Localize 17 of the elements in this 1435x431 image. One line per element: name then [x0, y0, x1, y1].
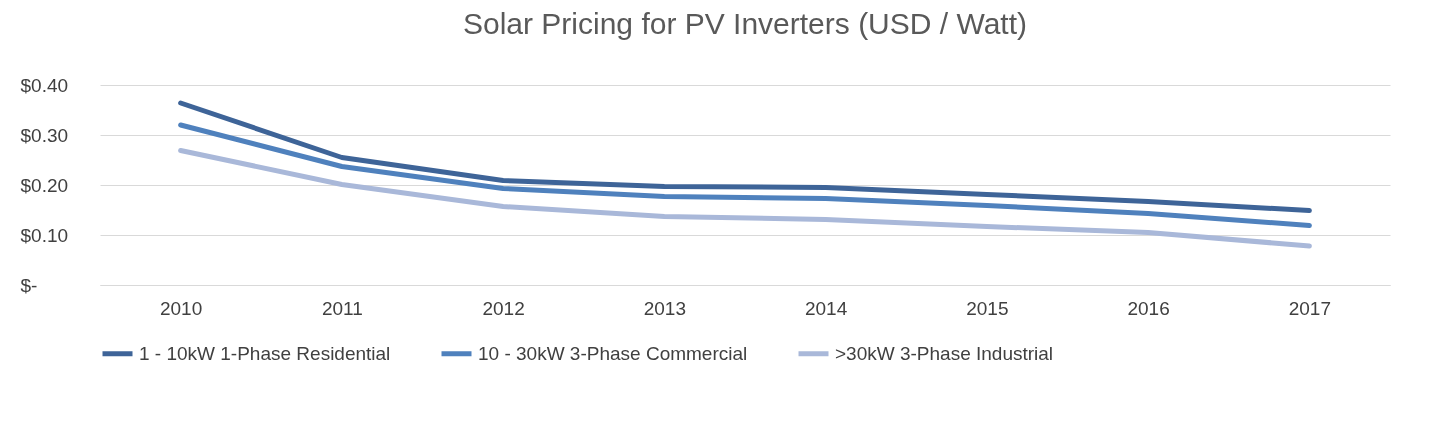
x-tick-label: 2015	[966, 297, 1009, 319]
x-tick-label: 2016	[1127, 297, 1170, 319]
x-tick-label: 2013	[643, 297, 687, 319]
y-tick-label: $0.20	[20, 174, 69, 196]
chart-title: Solar Pricing for PV Inverters (USD / Watt)	[462, 7, 1028, 40]
x-tick-label: 2014	[804, 297, 848, 319]
x-tick-label: 2017	[1288, 297, 1332, 319]
x-tick-label: 2010	[159, 297, 203, 319]
legend-label: 10 - 30kW 3-Phase Commercial	[478, 342, 748, 364]
y-tick-label: $0.10	[20, 224, 69, 246]
x-tick-label: 2012	[482, 297, 525, 319]
y-tick-label: $0.40	[20, 74, 69, 96]
legend-label: >30kW 3-Phase Industrial	[835, 342, 1054, 364]
x-tick-label: 2011	[321, 297, 363, 319]
y-tick-label: $-	[20, 274, 38, 296]
y-tick-label: $0.30	[20, 124, 69, 146]
legend-label: 1 - 10kW 1-Phase Residential	[139, 342, 391, 364]
